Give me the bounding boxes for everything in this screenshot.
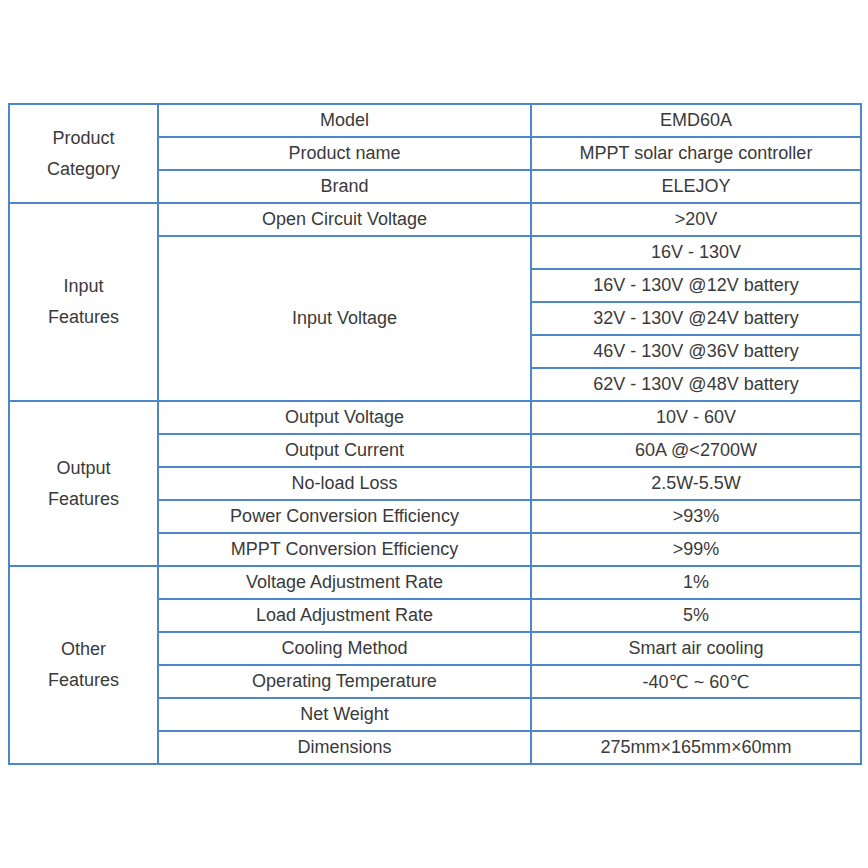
category-cell-input-features: Input Features xyxy=(9,203,158,401)
table-row: Output Features Output Voltage 10V - 60V xyxy=(9,401,861,434)
spec-label-brand: Brand xyxy=(158,170,531,203)
category-label-line: Product xyxy=(14,123,153,154)
spec-value-product-name: MPPT solar charge controller xyxy=(531,137,861,170)
category-label-line: Output xyxy=(14,453,153,484)
table-row: Other Features Voltage Adjustment Rate 1… xyxy=(9,566,861,599)
spec-value-power-conversion-efficiency: >93% xyxy=(531,500,861,533)
spec-label-input-voltage: Input Voltage xyxy=(158,236,531,401)
category-cell-output-features: Output Features xyxy=(9,401,158,566)
page-canvas: Product Category Model EMD60A Product na… xyxy=(0,0,868,868)
spec-value-input-voltage-24v: 32V - 130V @24V battery xyxy=(531,302,861,335)
spec-value-mppt-conversion-efficiency: >99% xyxy=(531,533,861,566)
spec-label-model: Model xyxy=(158,104,531,137)
spec-label-output-current: Output Current xyxy=(158,434,531,467)
category-label-line: Features xyxy=(14,484,153,515)
spec-value-brand: ELEJOY xyxy=(531,170,861,203)
category-label-line: Features xyxy=(14,665,153,696)
table-row: Input Features Open Circuit Voltage >20V xyxy=(9,203,861,236)
spec-table: Product Category Model EMD60A Product na… xyxy=(8,103,862,765)
category-cell-other-features: Other Features xyxy=(9,566,158,764)
category-label-line: Features xyxy=(14,302,153,333)
spec-value-no-load-loss: 2.5W-5.5W xyxy=(531,467,861,500)
spec-value-output-current: 60A @<2700W xyxy=(531,434,861,467)
spec-label-dimensions: Dimensions xyxy=(158,731,531,764)
spec-value-model: EMD60A xyxy=(531,104,861,137)
spec-label-cooling-method: Cooling Method xyxy=(158,632,531,665)
spec-value-dimensions: 275mm×165mm×60mm xyxy=(531,731,861,764)
category-label-line: Category xyxy=(14,154,153,185)
spec-value-output-voltage: 10V - 60V xyxy=(531,401,861,434)
spec-label-open-circuit-voltage: Open Circuit Voltage xyxy=(158,203,531,236)
spec-label-net-weight: Net Weight xyxy=(158,698,531,731)
spec-value-input-voltage-range: 16V - 130V xyxy=(531,236,861,269)
spec-value-input-voltage-12v: 16V - 130V @12V battery xyxy=(531,269,861,302)
spec-label-operating-temperature: Operating Temperature xyxy=(158,665,531,698)
spec-value-voltage-adjustment-rate: 1% xyxy=(531,566,861,599)
spec-value-net-weight xyxy=(531,698,861,731)
spec-label-load-adjustment-rate: Load Adjustment Rate xyxy=(158,599,531,632)
spec-label-voltage-adjustment-rate: Voltage Adjustment Rate xyxy=(158,566,531,599)
category-label-line: Input xyxy=(14,271,153,302)
spec-label-no-load-loss: No-load Loss xyxy=(158,467,531,500)
spec-label-mppt-conversion-efficiency: MPPT Conversion Efficiency xyxy=(158,533,531,566)
category-label-line: Other xyxy=(14,634,153,665)
category-cell-product-category: Product Category xyxy=(9,104,158,203)
spec-label-product-name: Product name xyxy=(158,137,531,170)
spec-value-cooling-method: Smart air cooling xyxy=(531,632,861,665)
spec-value-open-circuit-voltage: >20V xyxy=(531,203,861,236)
spec-value-input-voltage-48v: 62V - 130V @48V battery xyxy=(531,368,861,401)
table-row: Product Category Model EMD60A xyxy=(9,104,861,137)
spec-value-load-adjustment-rate: 5% xyxy=(531,599,861,632)
spec-value-input-voltage-36v: 46V - 130V @36V battery xyxy=(531,335,861,368)
spec-label-power-conversion-efficiency: Power Conversion Efficiency xyxy=(158,500,531,533)
spec-value-operating-temperature: -40℃ ~ 60℃ xyxy=(531,665,861,698)
spec-label-output-voltage: Output Voltage xyxy=(158,401,531,434)
